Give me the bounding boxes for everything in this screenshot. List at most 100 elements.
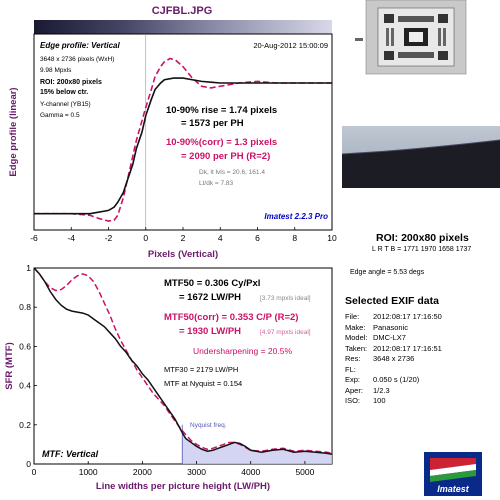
profile-spectrum-bar (34, 20, 332, 34)
exif-key: Res: (345, 354, 361, 363)
exif-key: Model: (345, 333, 368, 342)
mtf50-corr-line2: = 1930 LW/PH (179, 326, 241, 337)
mtf30-value: MTF30 = 2179 LW/PH (164, 365, 238, 374)
edge-y-label: Edge profile (linear) (8, 87, 19, 176)
exif-value: 3648 x 2736 (373, 354, 415, 363)
edge-x-tick-label: 6 (255, 233, 260, 243)
edge-x-tick-label: 10 (327, 233, 337, 243)
exif-row: ISO: 100 (345, 396, 442, 407)
side-edge-angle: Edge angle = 5.53 degs (350, 269, 425, 276)
edge-megapixels: 9.98 Mpxls (40, 67, 72, 74)
edge-x-ticks: -6 -4 -2 0 2 4 6 8 10 (30, 227, 337, 243)
mtf-y-tick-label: 0.4 (19, 381, 31, 391)
mtf50-line2: = 1672 LW/PH (179, 292, 241, 303)
mtf50-ideal: [3.73 mpxls ideal] (260, 295, 311, 302)
mtf-ticks: 0 1000 2000 3000 4000 5000 0 0.2 0.4 0.6 0.8 1 (19, 263, 314, 477)
nyquist-fill (182, 432, 332, 464)
logo-text: Imatest (437, 484, 470, 494)
edge-corr-line1: 10-90%(corr) = 1.3 pixels (166, 137, 277, 148)
edge-datetime: 20-Aug-2012 15:00:09 (253, 41, 328, 50)
mtf-y-tick-label: 0.8 (19, 302, 31, 312)
exif-row: Res: 3648 x 2736 (345, 354, 442, 365)
exif-key: File: (345, 312, 360, 321)
edge-x-tick-label: -6 (30, 233, 38, 243)
edge-levels-line1: Dk, lt lvls = 20.6, 161.4 (199, 169, 265, 176)
exif-key: Exp: (345, 375, 361, 384)
mtf-y-tick-label: 0 (26, 459, 31, 469)
exif-title: Selected EXIF data (345, 295, 439, 307)
mtf-y-tick-label: 0.6 (19, 341, 31, 351)
exif-key: ISO: (345, 396, 361, 405)
mtf-panel: 0 1000 2000 3000 4000 5000 0 0.2 0.4 0.6 0.8 1 MTF5… (4, 263, 333, 492)
mtf-x-tick-label: 3000 (187, 467, 206, 477)
side-roi-coords: L R T B = 1771 1970 1658 1737 (372, 246, 472, 253)
side-roi-title: ROI: 200x80 pixels (376, 232, 469, 244)
imatest-logo: Imatest (424, 452, 482, 496)
exif-row: FL: (345, 365, 442, 376)
edge-roi-line1: ROI: 200x80 pixels (40, 79, 102, 86)
edge-x-tick-label: 8 (292, 233, 297, 243)
mtf50-corr-line1: MTF50(corr) = 0.353 C/P (R=2) (164, 312, 298, 323)
edge-plot-frame (33, 33, 333, 231)
mtf-series-group (33, 267, 333, 455)
edge-profile-panel: -6 -4 -2 0 2 4 6 8 10 Edge profile: Vertical 20-… (8, 33, 337, 260)
exif-row: Model: DMC-LX7 (345, 333, 442, 344)
exif-value: 2012:08:17 17:16:51 (373, 343, 442, 353)
edge-x-tick-label: 4 (218, 233, 223, 243)
roi-crop-image (341, 126, 500, 188)
edge-x-tick-label: 0 (143, 233, 148, 243)
mtf-y-tick-label: 0.2 (19, 420, 31, 430)
mtf-x-tick-label: 5000 (295, 467, 314, 477)
exif-value: DMC-LX7 (373, 333, 406, 342)
mtf50-line1: MTF50 = 0.306 Cy/Pxl (164, 278, 260, 289)
exif-key: Make: (345, 322, 366, 332)
exif-value: 100 (373, 396, 386, 405)
mtf-at-nyquist: MTF at Nyquist = 0.154 (164, 379, 242, 388)
edge-levels-line2: Lt/dk = 7.83 (199, 180, 234, 187)
exif-key: FL: (345, 364, 356, 374)
exif-row: Make: Panasonic (345, 323, 442, 334)
mtf-corrected-line (33, 267, 333, 454)
edge-x-tick-label: -2 (105, 233, 113, 243)
mtf-y-tick-label: 1 (26, 263, 31, 273)
mtf-x-tick-label: 2000 (133, 467, 152, 477)
edge-header: Edge profile: Vertical (40, 41, 121, 50)
edge-rise-line2: = 1573 per PH (181, 118, 244, 129)
edge-x-tick-label: 2 (181, 233, 186, 243)
exif-value: 0.050 s (1/20) (373, 375, 420, 384)
chart-title: CJFBL.JPG (152, 5, 213, 17)
edge-gamma: Gamma = 0.5 (40, 112, 80, 119)
exif-value: 1/2.3 (373, 385, 390, 395)
exif-row: Exp: 0.050 s (1/20) (345, 375, 442, 386)
mtf-measured-line (33, 267, 333, 455)
edge-x-label: Pixels (Vertical) (148, 249, 218, 260)
edge-channel: Y-channel (YB15) (40, 101, 91, 108)
edge-measured-line (34, 77, 332, 215)
mtf-undersharpening: Undersharpening = 20.5% (193, 346, 292, 356)
edge-version: Imatest 2.2.3 Pro (264, 212, 328, 221)
edge-roi-line2: 15% below ctr. (40, 89, 88, 96)
exif-row: Taken: 2012:08:17 17:16:51 (345, 344, 442, 355)
mtf-x-tick-label: 1000 (79, 467, 98, 477)
mtf-x-tick-label: 4000 (241, 467, 260, 477)
exif-key: Aper: (345, 385, 363, 395)
mtf50-corr-ideal: [4.97 mpxls ideal] (260, 329, 311, 336)
mtf-nyquist-region (182, 432, 332, 464)
mtf-x-tick-label: 0 (32, 467, 37, 477)
edge-series-group (34, 57, 332, 222)
exif-value: Panasonic (373, 322, 409, 332)
mtf-x-label: Line widths per picture height (LW/PH) (96, 481, 270, 492)
exif-value: 2012:08:17 17:16:50 (373, 312, 442, 321)
edge-x-tick-label: -4 (67, 233, 75, 243)
edge-image-size: 3648 x 2736 pixels (WxH) (40, 56, 114, 63)
exif-row: Aper: 1/2.3 (345, 386, 442, 397)
exif-row: File: 2012:08:17 17:16:50 (345, 312, 442, 323)
test-chart-thumbnail (355, 0, 467, 75)
mtf-y-label: SFR (MTF) (4, 342, 15, 390)
mtf-footer: MTF: Vertical (42, 449, 99, 459)
edge-rise-line1: 10-90% rise = 1.74 pixels (166, 105, 277, 116)
edge-corr-line2: = 2090 per PH (R=2) (181, 151, 270, 162)
exif-key: Taken: (345, 343, 368, 353)
nyquist-label: Nyquist freq. (190, 422, 227, 429)
